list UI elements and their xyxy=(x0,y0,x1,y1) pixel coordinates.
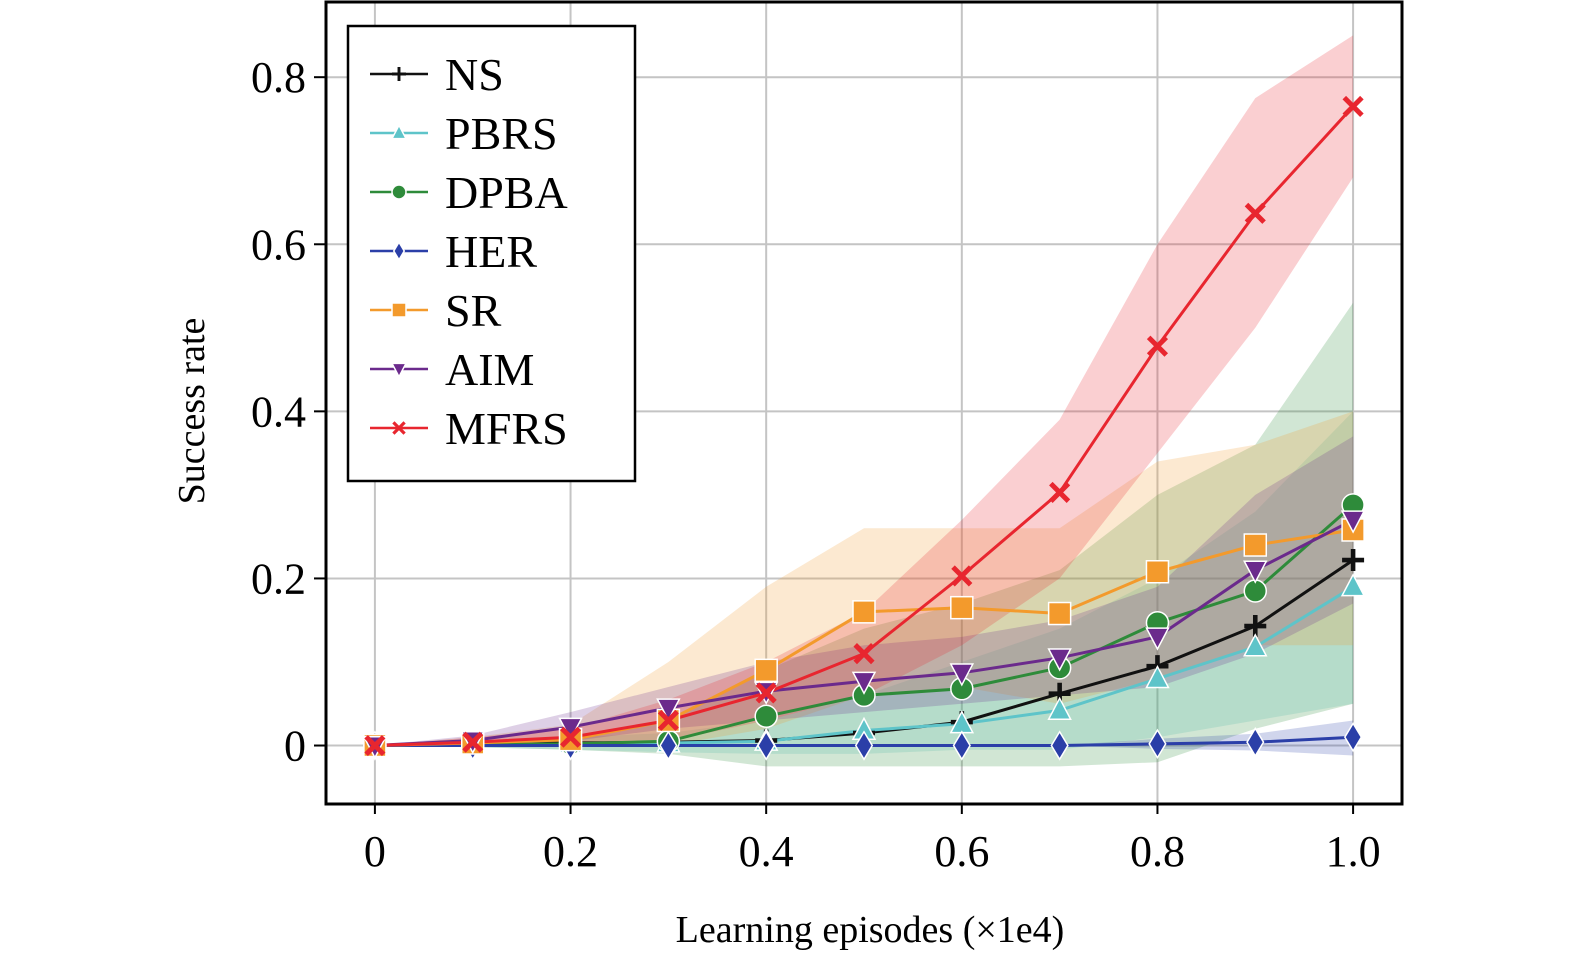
legend-marker-sr xyxy=(391,302,407,318)
point-mfrs xyxy=(951,565,973,587)
point-mfrs xyxy=(853,643,875,665)
point-ns xyxy=(1342,549,1365,572)
point-dpba xyxy=(754,704,778,729)
x-axis-ticks: 0 0.2 0.4 0.6 0.8 1.0 xyxy=(364,804,1381,876)
legend-label-aim: AIM xyxy=(445,344,534,395)
x-tick-label: 0.8 xyxy=(1130,827,1185,876)
point-mfrs xyxy=(755,682,777,704)
band-dpba xyxy=(374,302,1354,767)
legend-label-mfrs: MFRS xyxy=(445,403,568,454)
legend: NS PBRS DPBA HER SR AIM MFRS xyxy=(346,24,637,483)
point-sr xyxy=(852,600,876,624)
x-tick-label: 0.6 xyxy=(934,827,989,876)
legend-label-dpba: DPBA xyxy=(445,167,568,218)
legend-label-her: HER xyxy=(445,226,537,277)
point-sr xyxy=(754,658,778,683)
band-aim xyxy=(374,436,1354,746)
point-aim xyxy=(656,698,681,722)
y-axis-ticks: 0 0.2 0.4 0.6 0.8 xyxy=(251,53,326,771)
point-mfrs xyxy=(462,731,484,753)
x-tick-label: 0.4 xyxy=(739,827,794,876)
legend-marker-pbrs xyxy=(390,123,408,140)
band-her xyxy=(374,720,1354,756)
x-axis-label: Learning episodes (×1e4) xyxy=(676,909,1065,951)
point-her xyxy=(1148,728,1167,760)
point-pbrs xyxy=(1047,696,1072,720)
point-pbrs xyxy=(1243,633,1268,657)
point-aim xyxy=(1340,510,1366,534)
confidence-bands xyxy=(374,35,1354,767)
y-tick-label: 0.4 xyxy=(251,387,306,436)
legend-marker-aim xyxy=(390,362,408,379)
legend-marker-dpba xyxy=(391,184,407,200)
y-tick-label: 0.2 xyxy=(251,554,306,603)
point-her xyxy=(1246,726,1265,758)
legend-label-ns: NS xyxy=(445,49,504,100)
point-mfrs xyxy=(1244,202,1266,224)
legend-marker-her xyxy=(392,240,406,262)
point-mfrs xyxy=(657,709,679,732)
plot-frame xyxy=(324,0,1404,806)
point-pbrs xyxy=(1145,664,1170,689)
point-her xyxy=(757,730,776,761)
legend-marker-ns xyxy=(392,67,406,81)
x-tick-label: 0.2 xyxy=(543,827,598,876)
band-sr xyxy=(374,411,1354,746)
legend-label-pbrs: PBRS xyxy=(445,108,558,159)
point-sr xyxy=(950,595,974,620)
legend-marker-mfrs xyxy=(392,421,406,435)
series-markers xyxy=(362,95,1366,761)
point-aim xyxy=(1145,627,1170,651)
y-tick-label: 0.6 xyxy=(251,220,306,269)
point-mfrs xyxy=(1146,335,1169,357)
point-mfrs xyxy=(559,726,582,748)
point-her xyxy=(659,730,678,761)
point-her xyxy=(854,730,874,761)
band-pbrs xyxy=(374,411,1354,754)
x-tick-label: 1.0 xyxy=(1326,827,1381,876)
point-her xyxy=(1050,730,1069,761)
point-sr xyxy=(1047,601,1072,626)
band-mfrs xyxy=(374,35,1354,746)
point-her xyxy=(952,730,971,761)
point-aim xyxy=(1047,648,1072,672)
point-pbrs xyxy=(1340,573,1366,597)
point-mfrs xyxy=(1342,95,1364,117)
point-aim xyxy=(949,663,975,687)
y-axis-label: Success rate xyxy=(171,318,213,505)
x-tick-label: 0 xyxy=(364,827,386,876)
point-her xyxy=(1343,721,1363,753)
point-aim xyxy=(1243,560,1268,584)
y-tick-label: 0 xyxy=(284,722,306,771)
point-mfrs xyxy=(1049,481,1071,503)
legend-label-sr: SR xyxy=(445,285,502,336)
point-sr xyxy=(1145,560,1170,584)
y-tick-label: 0.8 xyxy=(251,53,306,102)
point-sr xyxy=(1243,533,1268,557)
point-mfrs xyxy=(364,734,386,757)
point-aim xyxy=(851,671,877,695)
